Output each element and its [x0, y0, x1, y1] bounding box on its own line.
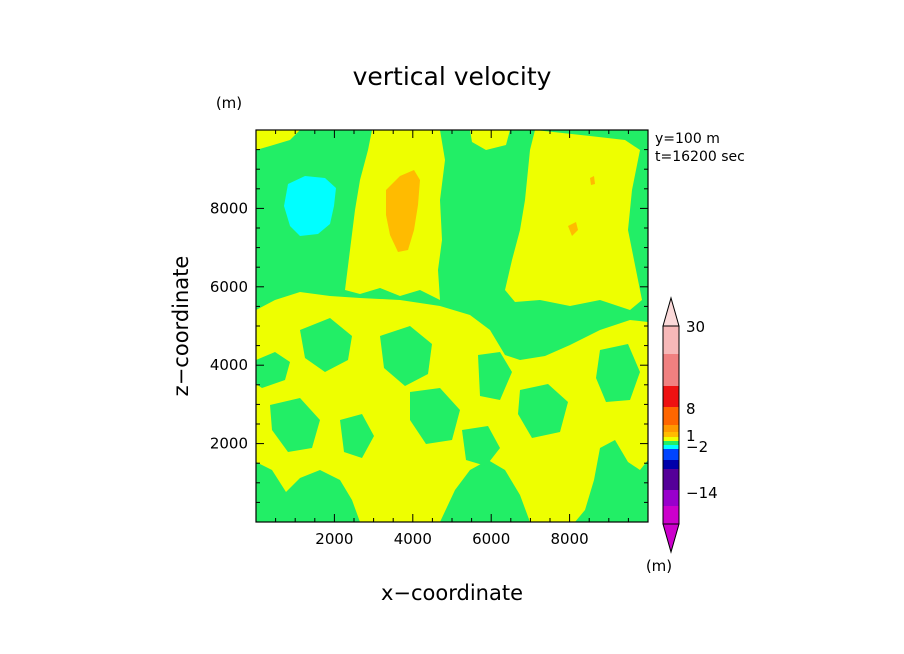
near-zero-patch-3 — [380, 326, 432, 386]
colorbar-frame — [662, 325, 680, 525]
colorbar-level-level-5 — [663, 425, 679, 432]
colorbar-level-level-m2 — [663, 469, 679, 490]
colorbar-level-level-8 — [663, 354, 679, 386]
contour-field — [256, 130, 648, 522]
positive-mid-region-1 — [386, 170, 420, 252]
info-y-position: y=100 m — [655, 131, 720, 147]
positive-strip-top-center — [470, 130, 510, 150]
colorbar: 30 8 1−2 −14 — [662, 296, 718, 554]
x-tick-label: 4000 — [394, 530, 432, 548]
info-time: t=16200 sec — [655, 149, 745, 165]
axis-ticks — [256, 130, 648, 522]
colorbar-tail — [662, 523, 680, 554]
positive-mid-region-2 — [568, 222, 578, 236]
positive-mid-region-3 — [590, 176, 595, 185]
chart-title: vertical velocity — [353, 62, 552, 91]
positive-region-upper-right — [505, 130, 642, 310]
near-zero-patch-4 — [410, 388, 460, 444]
colorbar-level-level-m1 — [663, 460, 679, 469]
colorbar-label: 8 — [686, 400, 696, 418]
colorbar-unit: (m) — [646, 557, 672, 575]
positive-strip-top-left — [256, 130, 300, 150]
y-unit-label: (m) — [216, 94, 242, 112]
y-tick-label: 2000 — [210, 435, 248, 453]
near-zero-patch-8 — [596, 344, 640, 402]
y-tick-label: 6000 — [210, 278, 248, 296]
near-zero-patch-1 — [256, 352, 290, 388]
x-tick-label: 2000 — [315, 530, 353, 548]
near-zero-patch-2 — [300, 318, 352, 372]
near-zero-patch-6 — [270, 398, 320, 452]
tick-labels: 2000 4000 6000 8000 2000 4000 6000 8000 — [210, 199, 589, 548]
colorbar-label: −2 — [686, 438, 708, 456]
x-axis-label: x−coordinate — [381, 581, 523, 605]
colorbar-level-level-0 — [663, 449, 679, 460]
colorbar-level-level-1 — [663, 445, 679, 449]
x-tick-label: 8000 — [551, 530, 589, 548]
near-zero-patch-7 — [518, 384, 568, 438]
x-tick-label: 6000 — [472, 530, 510, 548]
y-tick-label: 8000 — [210, 199, 248, 217]
near-zero-patch-9 — [340, 414, 374, 458]
colorbar-level-level-4 — [663, 432, 679, 437]
colorbar-label: 30 — [686, 318, 705, 336]
negative-region — [284, 176, 336, 236]
colorbar-level-above-30 — [662, 296, 680, 327]
colorbar-level-level-m3 — [663, 490, 679, 506]
colorbar-level-level-7 — [663, 386, 679, 407]
colorbar-level-level-2 — [663, 441, 679, 445]
y-tick-label: 4000 — [210, 356, 248, 374]
near-zero-patch-5 — [478, 352, 512, 400]
colorbar-level-level-6 — [663, 407, 679, 425]
colorbar-label: −14 — [686, 484, 718, 502]
colorbar-level-below-m14 — [663, 506, 679, 524]
colorbar-level-level-3 — [663, 437, 679, 441]
colorbar-label: 1 — [686, 427, 696, 445]
colorbar-level-level-9 — [663, 326, 679, 354]
near-zero-patch-10 — [462, 426, 500, 466]
y-axis-label: z−coordinate — [169, 256, 193, 397]
